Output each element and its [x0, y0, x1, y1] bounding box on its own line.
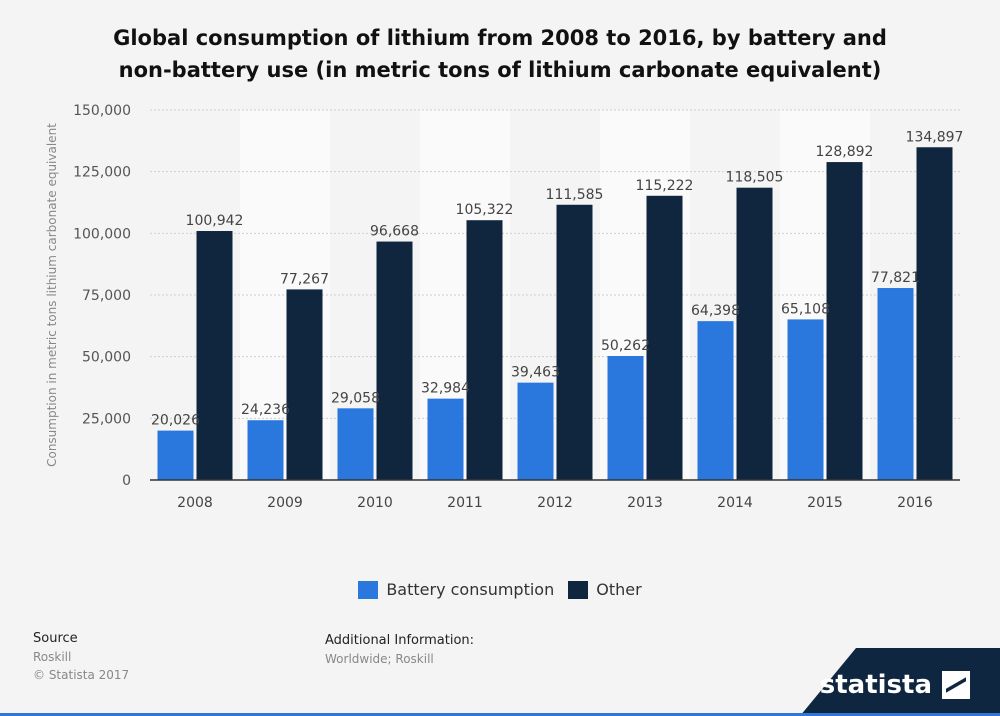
statista-logo[interactable]: statista	[820, 670, 970, 700]
source-name[interactable]: Roskill	[33, 650, 72, 664]
bar-other	[196, 231, 233, 480]
source-heading: Source	[33, 631, 78, 646]
data-label-battery: 29,058	[331, 390, 380, 406]
y-tick-label: 0	[122, 473, 131, 489]
x-tick-label: 2015	[807, 495, 843, 511]
bar-other	[376, 241, 413, 480]
chart-legend: Battery consumption Other	[0, 580, 1000, 599]
chart-title: Global consumption of lithium from 2008 …	[0, 22, 1000, 86]
bar-battery	[427, 398, 464, 480]
bottom-accent-line	[0, 713, 1000, 716]
x-tick-label: 2010	[357, 495, 393, 511]
bar-other	[646, 195, 683, 480]
data-label-battery: 24,236	[241, 402, 290, 418]
x-tick-label: 2014	[717, 495, 753, 511]
data-label-other: 128,892	[816, 144, 874, 160]
additional-info-block: Additional Information: Worldwide; Roski…	[325, 632, 474, 668]
bar-other	[286, 289, 323, 480]
bar-other	[736, 187, 773, 480]
x-tick-label: 2013	[627, 495, 663, 511]
bar-other	[916, 147, 953, 480]
data-label-battery: 20,026	[151, 413, 200, 429]
data-label-other: 134,897	[906, 129, 964, 145]
bar-other	[466, 220, 503, 480]
bar-battery	[247, 420, 284, 480]
data-label-battery: 64,398	[691, 303, 740, 319]
legend-label-other: Other	[596, 580, 642, 599]
x-tick-label: 2016	[897, 495, 933, 511]
bar-battery	[787, 319, 824, 480]
data-label-battery: 32,984	[421, 381, 470, 397]
y-tick-label: 50,000	[82, 350, 131, 366]
chart-title-line-1: Global consumption of lithium from 2008 …	[113, 26, 887, 50]
legend-swatch-battery	[358, 580, 379, 599]
bar-battery	[337, 408, 374, 480]
data-label-other: 105,322	[456, 202, 514, 218]
y-tick-label: 150,000	[73, 103, 131, 119]
data-label-battery: 50,262	[601, 338, 650, 354]
source-block: Source Roskill © Statista 2017	[33, 630, 129, 684]
data-label-other: 115,222	[636, 178, 694, 194]
bar-other	[826, 162, 863, 480]
x-tick-label: 2012	[537, 495, 573, 511]
y-tick-label: 100,000	[73, 226, 131, 242]
legend-swatch-other	[568, 580, 589, 599]
y-tick-label: 125,000	[73, 165, 131, 181]
legend-item-other[interactable]: Other	[568, 580, 642, 599]
data-label-battery: 39,463	[511, 365, 560, 381]
y-tick-label: 25,000	[82, 411, 131, 427]
statista-mark-icon	[942, 671, 970, 699]
bar-battery	[877, 288, 914, 480]
data-label-other: 77,267	[280, 271, 329, 287]
bar-battery	[157, 430, 194, 480]
brand-name: statista	[819, 670, 932, 700]
legend-label-battery: Battery consumption	[386, 580, 555, 599]
chart-title-line-2: non-battery use (in metric tons of lithi…	[118, 58, 882, 82]
data-label-battery: 65,108	[781, 301, 830, 317]
x-tick-label: 2008	[177, 495, 213, 511]
y-axis-title: Consumption in metric tons lithium carbo…	[45, 123, 59, 467]
bar-battery	[607, 356, 644, 480]
copyright-text: © Statista 2017	[33, 668, 130, 682]
data-label-other: 111,585	[546, 187, 604, 203]
additional-info-text: Worldwide; Roskill	[325, 652, 434, 666]
additional-info-heading: Additional Information:	[325, 633, 475, 648]
bar-battery	[697, 321, 734, 480]
data-label-battery: 77,821	[871, 270, 920, 286]
x-tick-label: 2011	[447, 495, 483, 511]
x-tick-label: 2009	[267, 495, 303, 511]
legend-item-battery[interactable]: Battery consumption	[358, 580, 554, 599]
data-label-other: 100,942	[186, 213, 244, 229]
data-label-other: 96,668	[370, 224, 419, 240]
bar-other	[556, 204, 593, 480]
bar-chart: 0 25,000 50,000 75,000 100,000 125,000 150,000…	[45, 103, 964, 511]
y-tick-label: 75,000	[82, 288, 131, 304]
data-label-other: 118,505	[726, 170, 784, 186]
bar-battery	[517, 382, 554, 480]
